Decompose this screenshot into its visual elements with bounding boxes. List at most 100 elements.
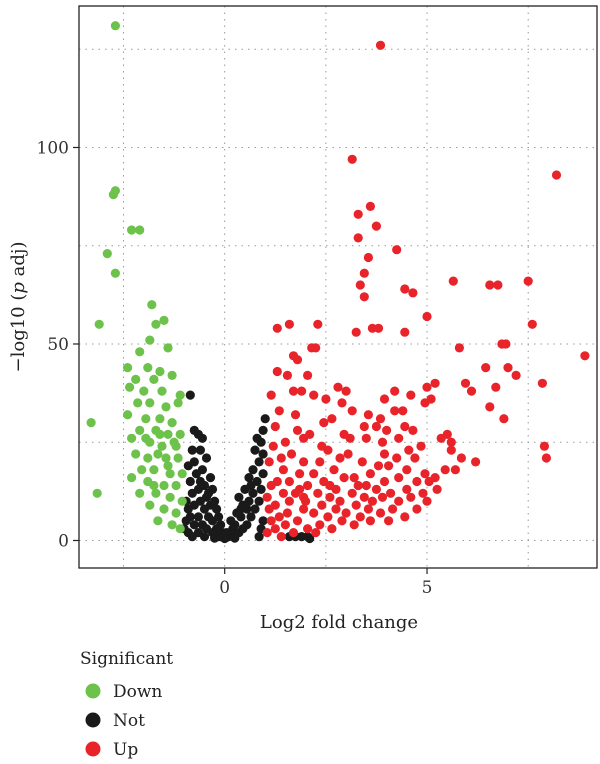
not-point (185, 476, 195, 487)
x-tick-label: 5 (422, 578, 433, 598)
legend-label-up: Up (113, 740, 138, 760)
up-point (375, 40, 386, 50)
up-point (284, 496, 294, 506)
not-point (187, 488, 197, 498)
down-point (171, 508, 181, 518)
down-point (127, 473, 137, 483)
up-point (278, 488, 288, 498)
up-point (357, 457, 367, 467)
up-point (303, 370, 313, 380)
up-point (394, 433, 404, 443)
up-point (274, 406, 284, 416)
down-point (161, 453, 171, 463)
down-point (92, 488, 102, 498)
down-point (110, 268, 120, 278)
up-point (373, 461, 384, 471)
down-point (145, 398, 155, 408)
down-point (175, 524, 185, 534)
not-point (248, 465, 258, 475)
up-point (422, 496, 432, 506)
up-point (278, 465, 288, 475)
down-point (171, 480, 181, 491)
down-point (159, 504, 169, 514)
not-point (256, 484, 266, 494)
not-point (183, 461, 193, 471)
up-point (485, 402, 495, 412)
up-point (418, 488, 428, 498)
down-point (155, 414, 165, 424)
down-point (143, 363, 153, 373)
series-not (179, 390, 315, 544)
up-point (466, 386, 477, 396)
up-point (430, 378, 440, 388)
up-point (394, 496, 404, 506)
up-point (309, 469, 319, 479)
up-point (371, 484, 381, 494)
up-point (313, 319, 323, 329)
down-point (157, 386, 167, 396)
up-point (295, 469, 305, 479)
down-point (165, 492, 175, 502)
not-point (185, 390, 195, 400)
up-point (408, 425, 418, 435)
down-point (147, 300, 157, 310)
not-point (260, 414, 270, 424)
up-point (537, 378, 548, 388)
down-point (163, 429, 173, 439)
up-point (341, 508, 351, 518)
up-point (341, 386, 351, 396)
up-point (440, 465, 450, 475)
up-point (288, 386, 299, 396)
down-point (145, 335, 155, 345)
up-point (375, 508, 386, 518)
up-point (402, 484, 412, 494)
not-point (250, 504, 260, 514)
up-point (375, 414, 386, 424)
up-point (292, 516, 303, 526)
down-point (141, 414, 151, 424)
not-point (248, 488, 258, 498)
up-point (297, 386, 307, 396)
down-point (155, 429, 165, 439)
up-point (290, 410, 301, 420)
up-point (280, 437, 290, 447)
up-point (337, 516, 347, 526)
up-point (325, 480, 335, 491)
down-point (135, 225, 145, 235)
not-point (191, 469, 201, 479)
down-point (149, 374, 159, 384)
up-point (416, 441, 426, 451)
up-point (303, 524, 313, 534)
up-point (313, 488, 323, 498)
down-point (127, 433, 137, 443)
up-point (373, 323, 384, 333)
up-point (339, 473, 349, 483)
up-point (359, 292, 369, 302)
legend-swatch-not (85, 712, 101, 728)
not-point (199, 532, 210, 542)
up-point (481, 363, 491, 373)
up-point (280, 520, 290, 530)
down-point (125, 382, 135, 392)
down-point (135, 425, 145, 435)
not-point (250, 445, 260, 455)
down-point (141, 433, 151, 443)
y-tick-label: 50 (47, 335, 69, 355)
down-point (173, 398, 183, 408)
not-point (210, 533, 220, 543)
down-point (175, 390, 185, 400)
not-point (187, 445, 197, 455)
up-point (353, 209, 363, 219)
up-point (400, 327, 410, 337)
up-point (355, 512, 365, 522)
down-point (86, 418, 96, 428)
not-point (195, 476, 205, 487)
up-point (460, 378, 471, 388)
up-point (299, 457, 309, 467)
up-point (394, 473, 404, 483)
up-point (541, 453, 552, 463)
down-point (153, 516, 163, 526)
up-point (408, 288, 418, 298)
up-point (292, 355, 303, 365)
